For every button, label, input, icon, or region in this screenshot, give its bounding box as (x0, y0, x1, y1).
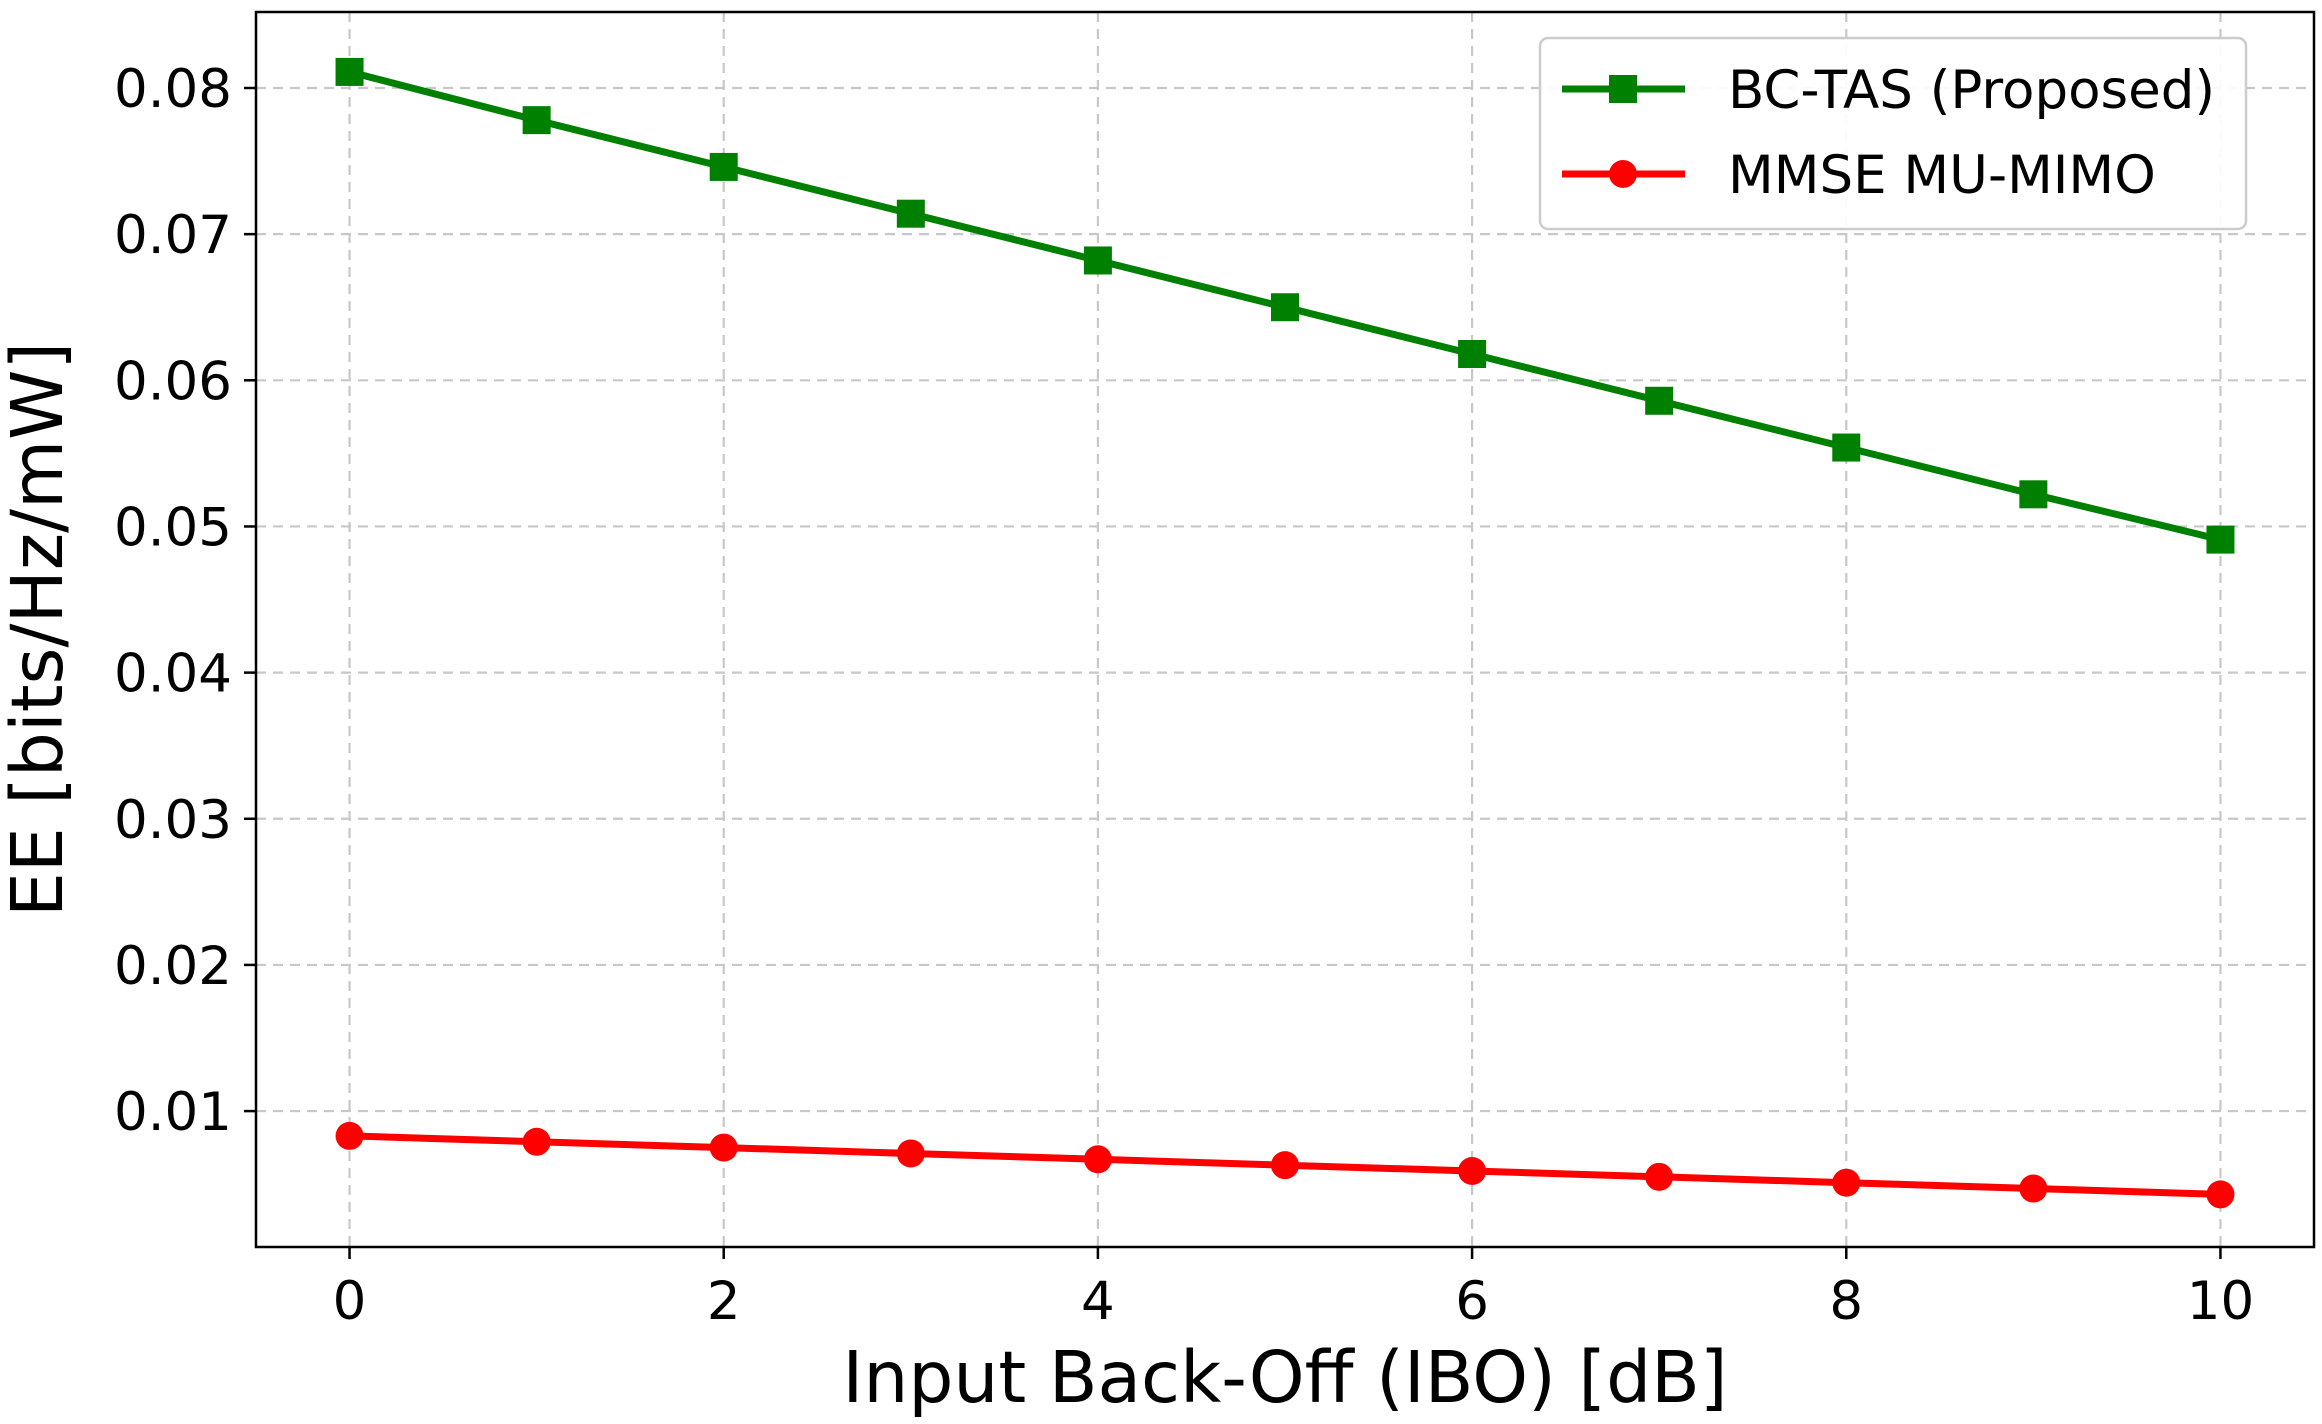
y-tick-label: 0.07 (114, 205, 232, 266)
data-point (896, 1139, 925, 1168)
x-tick-label: 0 (333, 1271, 367, 1332)
y-tick-label: 0.03 (114, 790, 232, 851)
y-tick-label: 0.02 (114, 936, 232, 997)
data-point (2206, 1180, 2235, 1209)
data-point (1645, 1162, 1674, 1191)
data-point (335, 57, 364, 86)
data-point (1083, 246, 1112, 275)
x-tick-label: 8 (1829, 1271, 1863, 1332)
data-point (1458, 340, 1487, 368)
y-tick-label: 0.04 (114, 644, 232, 705)
x-tick-label: 10 (2187, 1271, 2254, 1332)
data-point (1271, 293, 1299, 322)
plot-frame (254, 10, 2316, 1249)
x-tick-label: 2 (707, 1271, 741, 1332)
y-tick-label: 0.01 (114, 1082, 232, 1143)
data-point (1271, 1151, 1299, 1180)
legend-box (1538, 36, 2248, 231)
data-point (2019, 480, 2048, 509)
series-layer (335, 57, 2235, 1209)
legend-label: MMSE MU-MIMO (1728, 145, 2156, 206)
axis-ticks: 0 2 4 6 8 10 0.01 0.02 0.03 0.04 0.05 0.06 0.07 0.08 (114, 59, 2254, 1332)
data-point (335, 1121, 364, 1150)
x-tick-label: 4 (1081, 1271, 1115, 1332)
data-point (522, 1127, 551, 1156)
data-point (1645, 386, 1674, 415)
data-point (2019, 1174, 2048, 1203)
legend: BC-TAS (Proposed) MMSE MU-MIMO (1538, 36, 2248, 231)
data-point (1458, 1157, 1487, 1185)
series-2 (335, 1121, 2235, 1209)
y-tick-label: 0.06 (114, 351, 232, 412)
data-point (1083, 1145, 1112, 1174)
data-point (709, 152, 738, 181)
x-tick-label: 6 (1455, 1271, 1489, 1332)
data-point (522, 106, 551, 135)
data-point (1832, 433, 1861, 462)
data-point (1832, 1168, 1861, 1197)
series-1 (335, 57, 2235, 554)
y-tick-label: 0.08 (114, 59, 232, 120)
legend-marker (1609, 160, 1637, 188)
legend-label: BC-TAS (Proposed) (1728, 60, 2215, 121)
data-point (709, 1133, 738, 1162)
grid (256, 12, 2314, 1247)
x-axis-label: Input Back-Off (IBO) [dB] (842, 1336, 1727, 1419)
y-tick-label: 0.05 (114, 497, 232, 558)
y-axis-label: EE [bits/Hz/mW] (0, 342, 79, 917)
legend-marker (1609, 75, 1637, 103)
data-point (2206, 525, 2235, 554)
data-point (896, 199, 925, 228)
